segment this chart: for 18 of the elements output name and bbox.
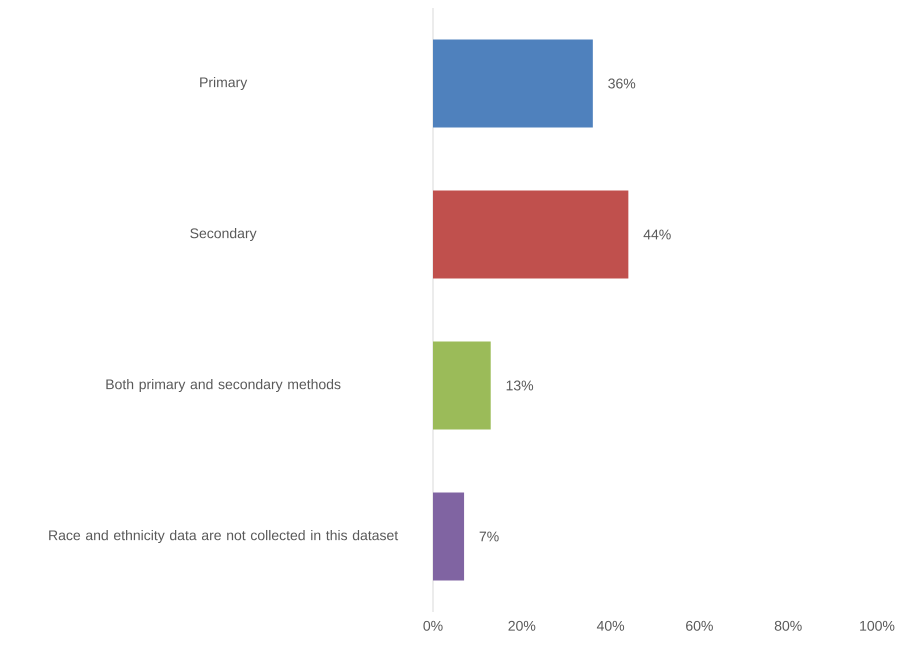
- y-tick-label: Both primary and secondary methods: [106, 378, 340, 392]
- y-tick-label: Secondary: [190, 228, 257, 242]
- y-tick-label: Primary: [200, 76, 248, 90]
- bar: [433, 190, 628, 278]
- bar: [433, 342, 491, 430]
- x-tick-label: 60%: [686, 620, 713, 631]
- bar: [433, 40, 593, 128]
- bar: [433, 492, 464, 580]
- data-label: 13%: [506, 380, 534, 390]
- data-label: 36%: [608, 78, 636, 88]
- x-tick-label: 20%: [508, 620, 536, 631]
- x-tick-label: 100%: [860, 620, 894, 631]
- x-tick-label: 0%: [423, 620, 443, 631]
- x-tick-label: 40%: [596, 620, 624, 631]
- data-label: 44%: [644, 230, 671, 240]
- x-tick-label: 80%: [774, 620, 802, 631]
- data-label: 7%: [480, 532, 499, 542]
- y-tick-label: Race and ethnicity data are not collected in this dataset: [49, 530, 398, 544]
